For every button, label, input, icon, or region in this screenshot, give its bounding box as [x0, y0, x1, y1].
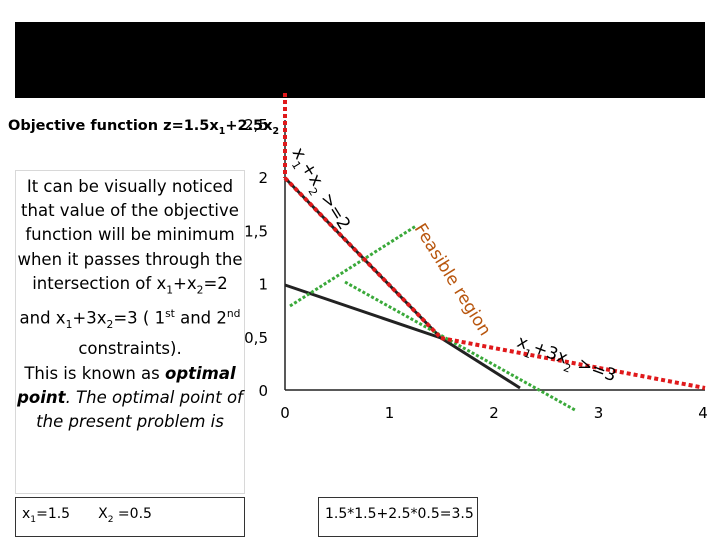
paragraph: It can be visually noticed that value of…	[16, 175, 244, 362]
text: constraints).	[78, 339, 182, 359]
text: 2	[107, 514, 114, 525]
text: =3 ( 1	[113, 308, 166, 328]
text: This is known as	[24, 363, 165, 383]
paragraph: This is known as optimal point. The opti…	[16, 362, 244, 435]
text: point	[17, 387, 66, 407]
text: =0.5	[113, 506, 152, 522]
y-tick-label: 1,5	[244, 222, 268, 240]
header-bar	[15, 22, 705, 98]
x-tick-label: 3	[594, 404, 604, 422]
text: 2	[196, 283, 204, 297]
y-tick-label: 0,5	[244, 329, 268, 347]
solution-box: x1=1.5 X2 =0.5	[15, 497, 245, 537]
y-tick-label: 1	[258, 276, 268, 294]
y-tick-label: 0	[258, 382, 268, 400]
text: =2 and x	[19, 273, 228, 328]
x-tick-label: 4	[698, 404, 708, 422]
text: x	[22, 506, 31, 522]
text: and 2	[174, 308, 227, 328]
text: optimal	[164, 363, 236, 383]
x-tick-label: 1	[385, 404, 395, 422]
objective: Objective function z=1.5x1+2.5x2	[8, 118, 279, 137]
x-tick-label: 0	[280, 404, 290, 422]
text: 1	[166, 283, 174, 297]
constraint-label: x1+3x2 >=3	[513, 332, 619, 391]
text: X	[98, 506, 108, 522]
text: nd	[226, 307, 241, 321]
text: >=2	[313, 185, 354, 234]
boundary	[440, 336, 706, 390]
text: +3x	[72, 308, 107, 328]
constraint-line	[440, 336, 521, 390]
text: It can be visually noticed that value of…	[17, 177, 243, 293]
explanation: It can be visually noticed that value of…	[15, 170, 245, 494]
y-tick-label: 2,5	[244, 116, 268, 134]
text: 2	[272, 125, 280, 137]
text: . The optimal point of the present probl…	[36, 387, 243, 431]
text: 2	[562, 361, 573, 376]
text: Objective function z=1.5x	[8, 118, 219, 134]
text: 1	[65, 318, 73, 332]
boundary	[283, 176, 443, 340]
text: 1	[218, 125, 226, 137]
value-box: 1.5*1.5+2.5*0.5=3.5	[318, 497, 478, 537]
text: 1	[30, 514, 37, 525]
text: st	[165, 307, 175, 321]
text: +2.5x	[225, 118, 273, 134]
constraint-line	[284, 283, 442, 340]
x-tick-label: 2	[489, 404, 499, 422]
text: +x	[173, 273, 197, 293]
objective-line	[344, 280, 576, 412]
text: 2	[106, 318, 114, 332]
y-tick-label: 2	[258, 169, 268, 187]
text: =1.5	[36, 506, 71, 522]
text: 1	[522, 346, 533, 361]
text: >=3	[570, 352, 619, 386]
